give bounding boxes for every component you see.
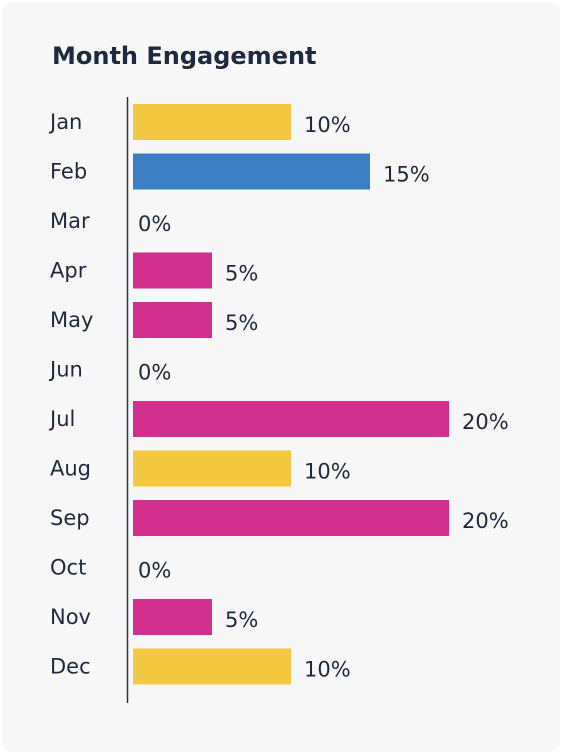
month-label-sep: Sep xyxy=(50,506,90,530)
bar-aug xyxy=(133,450,291,487)
month-label-nov: Nov xyxy=(50,605,91,629)
bar-sep xyxy=(133,500,449,536)
value-label-sep: 20% xyxy=(462,509,509,533)
value-label-dec: 10% xyxy=(304,658,351,682)
chart-title: Month Engagement xyxy=(52,42,317,70)
bars-group: Jan 10% Feb 15% Mar 0% Apr 5% May 5% Jun 0% Jul 20% Au… xyxy=(48,104,509,685)
month-label-jun: Jun xyxy=(48,358,83,382)
month-label-dec: Dec xyxy=(50,655,91,679)
bar-nov xyxy=(133,599,212,635)
month-label-may: May xyxy=(50,308,93,332)
value-label-aug: 10% xyxy=(304,460,351,484)
value-label-jan: 10% xyxy=(304,113,351,137)
value-label-mar: 0% xyxy=(138,212,171,236)
bar-feb xyxy=(133,153,370,190)
value-label-may: 5% xyxy=(225,311,258,335)
bar-apr xyxy=(133,252,212,289)
value-label-jun: 0% xyxy=(138,361,171,385)
bar-jan xyxy=(133,104,291,140)
value-label-jul: 20% xyxy=(462,410,509,434)
month-label-oct: Oct xyxy=(50,556,86,580)
value-label-feb: 15% xyxy=(383,163,430,187)
value-label-nov: 5% xyxy=(225,608,258,632)
bar-may xyxy=(133,302,212,338)
month-label-jul: Jul xyxy=(48,407,75,431)
bar-dec xyxy=(133,648,291,685)
value-label-apr: 5% xyxy=(225,262,258,286)
month-label-aug: Aug xyxy=(50,457,91,481)
bar-jul xyxy=(133,401,449,437)
month-label-mar: Mar xyxy=(50,209,90,233)
value-label-oct: 0% xyxy=(138,559,171,583)
month-label-jan: Jan xyxy=(48,110,82,134)
month-label-apr: Apr xyxy=(50,259,87,283)
month-label-feb: Feb xyxy=(50,160,87,184)
